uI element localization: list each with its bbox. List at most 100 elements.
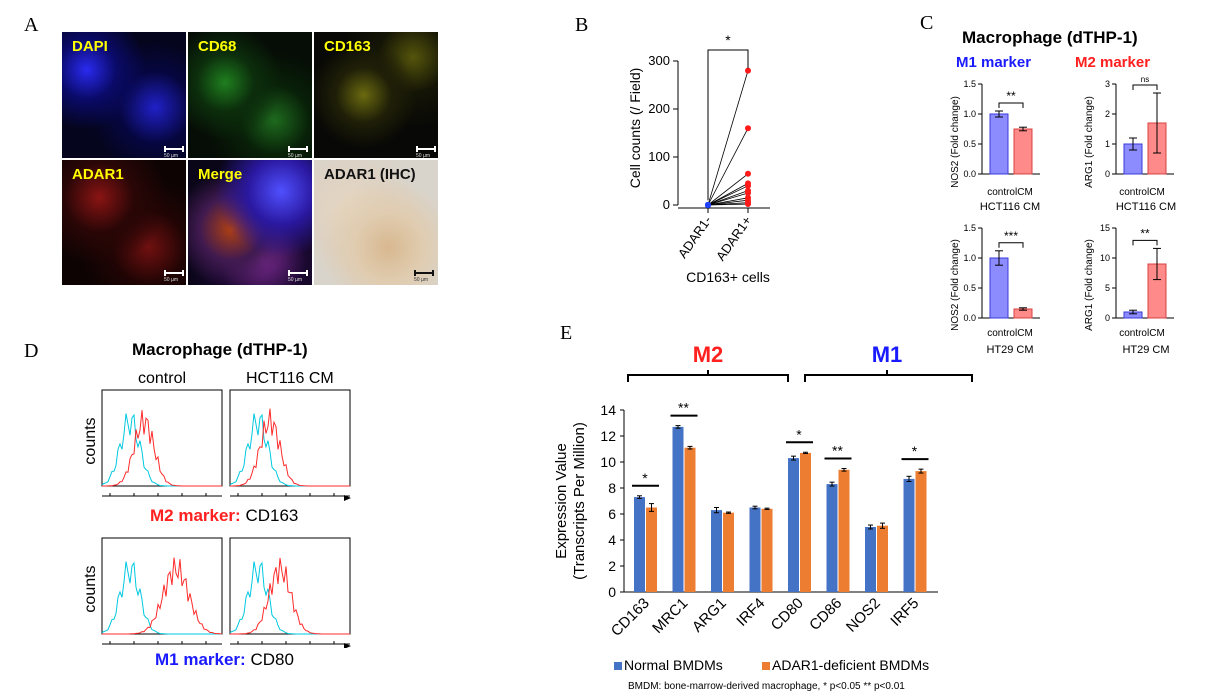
- panel-e-sig-label: **: [678, 400, 689, 416]
- panel-e-sig-label: *: [642, 470, 648, 486]
- panel-e-bar: [749, 507, 761, 592]
- panel-c-xlabel: HCT116 CM: [980, 201, 1040, 213]
- panel-b-xlabel: CD163+ cells: [686, 269, 770, 285]
- panel-e-bar: [865, 527, 876, 592]
- panel-d-hist-marker-curve: [230, 408, 350, 487]
- panel-b-point-adar1-neg: [705, 202, 711, 208]
- scale-text: 50 µm: [288, 277, 302, 283]
- panel-e-legend-label: ADAR1-deficient BMDMs: [772, 657, 929, 673]
- panel-c-xcats: controlCM: [1119, 328, 1165, 339]
- panel-e-bar: [646, 507, 657, 592]
- panel-e-sig-label: *: [912, 443, 918, 459]
- panel-d-axis-arrow: [344, 643, 351, 648]
- panel-b-xticklabel: ADAR1-: [675, 213, 715, 261]
- panel-c-yticklabel: 0.5: [963, 139, 976, 149]
- panel-b-yticklabel: 300: [648, 53, 670, 68]
- panel-c-yticklabel: 3: [1105, 79, 1110, 89]
- panel-e-legend-swatch: [614, 662, 622, 670]
- panel-d-histogram-box: [229, 389, 351, 487]
- panel-c-bar: [1013, 128, 1033, 175]
- panel-e-bar: [915, 471, 927, 592]
- panel-d-col-control: control: [138, 370, 187, 387]
- scale-text: 50 µm: [164, 277, 178, 283]
- micro-label-adar1-ihc: ADAR1 (IHC): [324, 166, 416, 183]
- panel-e-bar: [634, 497, 645, 592]
- panel-b-pair-line: [707, 192, 749, 206]
- panel-c-charts: 0.0 0.5 1.0 1.5 ** 0 1 2 3 ns 0.0 0.5 1.0 1.5 *** 0 5 10 1…: [950, 75, 1176, 356]
- panel-b-chart: Cell counts (/ Field) 0 100 200 300 ADAR…: [627, 32, 770, 285]
- micro-tile-cd163: CD163 50 µm: [314, 32, 438, 158]
- panel-c-yticklabel: 0.0: [963, 313, 976, 323]
- panel-b-yticklabel: 0: [663, 197, 670, 212]
- panel-d-title: Macrophage (dTHP-1): [132, 340, 308, 359]
- panel-e-bar: [877, 525, 888, 592]
- panel-b-point-adar1-pos: [745, 182, 751, 189]
- panel-e-legend-swatch: [762, 662, 770, 670]
- panel-c-ylabel: NOS2 (Fold change): [950, 96, 961, 188]
- panel-c-yticklabel: 10: [1100, 253, 1110, 263]
- panel-b-pair-line: [707, 128, 749, 206]
- panel-c-sig-bracket: [998, 102, 1024, 108]
- panel-c-yticklabel: 15: [1100, 223, 1110, 233]
- panel-b-point-adar1-pos: [745, 201, 751, 208]
- panel-d-ylabel-wrap: counts: [82, 402, 100, 484]
- panel-b-yticklabel: 200: [648, 101, 670, 116]
- panel-d-m2-marker: M2 marker:: [150, 506, 241, 525]
- panel-d-histograms: [101, 389, 351, 648]
- panel-d-ylabel: counts: [82, 565, 99, 613]
- panel-e-sig-label: *: [796, 426, 802, 442]
- panel-e-bar: [723, 512, 734, 592]
- panel-e-yticklabel: 4: [608, 532, 616, 548]
- micro-tile-adar1-ihc: ADAR1 (IHC) 50 µm: [314, 160, 438, 285]
- scale-text: 50 µm: [414, 277, 428, 283]
- panel-c-sig: **: [1006, 89, 1016, 103]
- panel-d-m1-name: CD80: [250, 650, 294, 669]
- micro-tile-cd68: CD68 50 µm: [188, 32, 312, 158]
- panel-e-bar: [684, 447, 696, 592]
- panel-e-xticklabel: IRF4: [733, 595, 768, 630]
- panel-d-m1-line: M1 marker: CD80: [155, 650, 294, 670]
- panel-e-bar: [761, 508, 773, 592]
- panel-d-ylabel: counts: [82, 417, 99, 465]
- panel-c-yticklabel: 2: [1105, 109, 1110, 119]
- panel-e-m1-brace: [804, 370, 973, 382]
- panel-c-xlabel: HT29 CM: [1122, 344, 1169, 356]
- panel-e-xticklabel: IRF5: [887, 595, 922, 630]
- panel-e-chart: 0 2 4 6 8 10 12 14 Expression Value(Transcripts …: [553, 342, 973, 692]
- panel-e-bar: [903, 478, 915, 592]
- scale-text: 50 µm: [288, 153, 302, 158]
- panel-c-yticklabel: 0.5: [963, 283, 976, 293]
- panel-c-yticklabel: 5: [1105, 283, 1110, 293]
- micro-label-cd68: CD68: [198, 38, 237, 55]
- panel-letter-e: E: [560, 322, 573, 344]
- panel-c-xcats: controlCM: [987, 187, 1033, 198]
- scale-text: 50 µm: [164, 153, 178, 158]
- panel-c-sig-bracket: [1132, 239, 1158, 246]
- panel-c-sig-bracket: [998, 242, 1024, 248]
- panel-e-xticklabel: MRC1: [649, 595, 691, 637]
- panel-e-xticklabel: CD80: [768, 595, 807, 634]
- panel-e-bar: [826, 484, 838, 592]
- panel-e-bar: [672, 426, 684, 592]
- panel-c-xcats: controlCM: [1119, 187, 1165, 198]
- panel-e-bar: [711, 510, 722, 592]
- panel-b-pair-line: [707, 185, 749, 206]
- panel-d-m2-line: M2 marker: CD163: [150, 506, 298, 526]
- panel-c-ylabel: NOS2 (Fold change): [950, 239, 961, 331]
- panel-c-xlabel: HT29 CM: [986, 344, 1033, 356]
- panel-e-ylabel: Expression Value(Transcripts Per Million…: [553, 422, 588, 580]
- panel-c-xlabel: HCT116 CM: [1116, 201, 1176, 213]
- panel-letter-a: A: [24, 14, 39, 36]
- panel-c-yticklabel: 0: [1105, 313, 1110, 323]
- panel-e-xticklabel: ARG1: [689, 595, 730, 636]
- scale-text: 50 µm: [416, 153, 430, 158]
- panel-c-ylabel: ARG1 (Fold change): [1084, 96, 1095, 188]
- panel-e-yticklabel: 10: [600, 454, 616, 470]
- panel-c-sig-bracket: [1132, 84, 1158, 90]
- panel-e-yticklabel: 8: [608, 480, 616, 496]
- panel-c-yticklabel: 0.0: [963, 169, 976, 179]
- panel-b-yticklabel: 100: [648, 149, 670, 164]
- panel-e-footnote: BMDM: bone-marrow-derived macrophage, * …: [628, 681, 905, 692]
- panel-d-hist-control-curve: [229, 413, 350, 487]
- panel-d-hist-marker-curve: [230, 557, 350, 635]
